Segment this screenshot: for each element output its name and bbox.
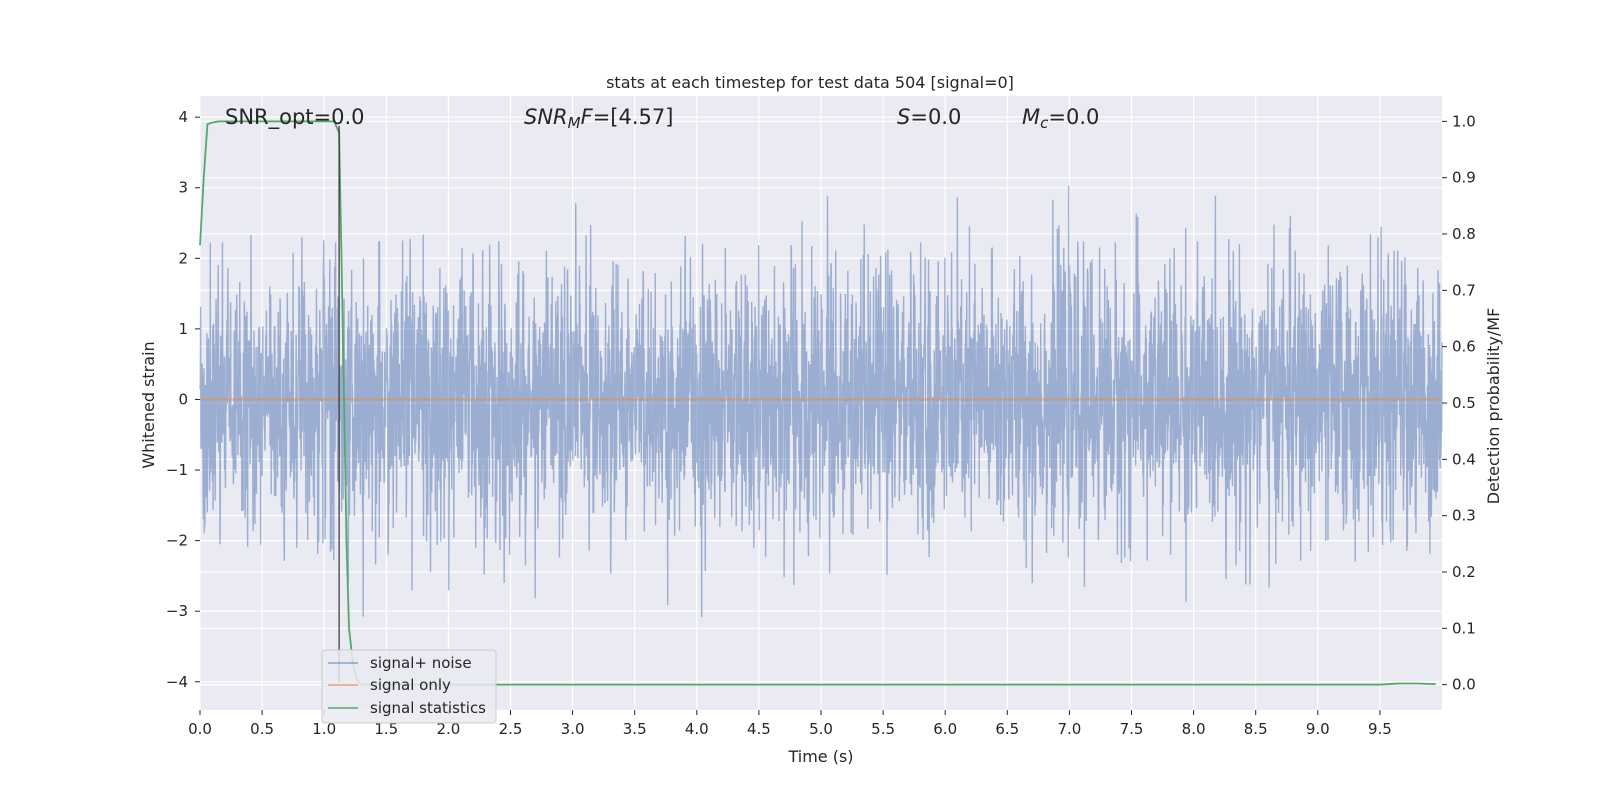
y-tick-label-2: −2: [166, 532, 188, 550]
x-tick-label-12: 6.0: [933, 720, 957, 738]
y2-tick-label-10: 1.0: [1452, 112, 1476, 130]
x-tick-label-8: 4.0: [685, 720, 709, 738]
annotation-mc-rest: =0.0: [1048, 105, 1099, 129]
y2-tick-label-0: 0.0: [1452, 676, 1476, 694]
y-tick-label-3: −1: [166, 461, 188, 479]
y-tick-label-4: 0: [178, 390, 188, 408]
y2-tick-label-6: 0.6: [1452, 338, 1476, 356]
annotation-snr-mf-sub: M: [568, 114, 581, 132]
annotation-s-rest: =0.0: [910, 105, 961, 129]
x-tick-label-0: 0.0: [188, 720, 212, 738]
x-axis-label: Time (s): [787, 747, 853, 766]
legend: signal+ noise signal only signal statist…: [321, 649, 497, 724]
annotation-mc-base: M: [1022, 105, 1040, 129]
annotation-s-label: S: [897, 105, 910, 129]
y2-axis-ticks: 0.0 0.1 0.2 0.3 0.4 0.5 0.6 0.7 0.8 0.9 1.0: [1442, 112, 1476, 694]
signal-noise-line: [199, 185, 1443, 618]
x-tick-label-2: 1.0: [312, 720, 336, 738]
x-tick-label-6: 3.0: [561, 720, 585, 738]
annotation-snr-mf: SNRMF=[4.57]: [524, 105, 673, 132]
legend-box: [321, 649, 497, 724]
y-tick-label-7: 3: [178, 179, 188, 197]
legend-label-signal-noise: signal+ noise: [370, 654, 472, 672]
annotation-snr-mf-rest: F=[4.57]: [581, 105, 674, 129]
x-tick-label-7: 3.5: [623, 720, 647, 738]
y2-tick-label-3: 0.3: [1452, 507, 1476, 525]
x-tick-label-15: 7.5: [1120, 720, 1144, 738]
x-tick-label-17: 8.5: [1244, 720, 1268, 738]
y-axis-ticks: −4 −3 −2 −1 0 1 2 3 4: [166, 108, 200, 691]
annotation-mc-sub: c: [1040, 114, 1049, 132]
x-axis-ticks: 0.0 0.5 1.0 1.5 2.0 2.5 3.0 3.5 4.0 4.5 5.0 5.5 6.0 6…: [188, 710, 1392, 738]
y2-tick-label-8: 0.8: [1452, 225, 1476, 243]
x-tick-label-18: 9.0: [1306, 720, 1330, 738]
x-tick-label-13: 6.5: [995, 720, 1019, 738]
x-tick-label-11: 5.5: [871, 720, 895, 738]
x-tick-label-9: 4.5: [747, 720, 771, 738]
y2-tick-label-9: 0.9: [1452, 169, 1476, 187]
y-tick-label-8: 4: [178, 108, 188, 126]
chart-title: stats at each timestep for test data 504…: [606, 73, 1014, 92]
y2-tick-label-2: 0.2: [1452, 563, 1476, 581]
x-tick-label-16: 8.0: [1182, 720, 1206, 738]
series-signal-noise: [199, 185, 1443, 618]
x-tick-label-1: 0.5: [250, 720, 274, 738]
y-tick-label-1: −3: [166, 602, 188, 620]
y-axis-label: Whitened strain: [139, 341, 158, 468]
y-tick-label-5: 1: [178, 320, 188, 338]
x-tick-label-3: 1.5: [374, 720, 398, 738]
x-tick-label-4: 2.0: [436, 720, 460, 738]
x-tick-label-10: 5.0: [809, 720, 833, 738]
y2-tick-label-5: 0.5: [1452, 394, 1476, 412]
x-tick-label-5: 2.5: [499, 720, 523, 738]
annotation-snr-mf-base: SNR: [524, 105, 568, 129]
annotation-mc: Mc=0.0: [1022, 105, 1099, 132]
legend-label-signal-only: signal only: [370, 676, 451, 694]
legend-label-signal-statistics: signal statistics: [370, 699, 486, 717]
y-tick-label-0: −4: [166, 673, 188, 691]
x-tick-label-14: 7.0: [1057, 720, 1081, 738]
annotation-snr-opt: SNR_opt=0.0: [225, 105, 365, 130]
x-tick-label-19: 9.5: [1368, 720, 1392, 738]
y-tick-label-6: 2: [178, 249, 188, 267]
y2-tick-label-7: 0.7: [1452, 281, 1476, 299]
y2-tick-label-4: 0.4: [1452, 450, 1476, 468]
y2-tick-label-1: 0.1: [1452, 619, 1476, 637]
y2-axis-label: Detection probability/MF: [1484, 308, 1503, 505]
annotation-s: S=0.0: [897, 105, 961, 129]
